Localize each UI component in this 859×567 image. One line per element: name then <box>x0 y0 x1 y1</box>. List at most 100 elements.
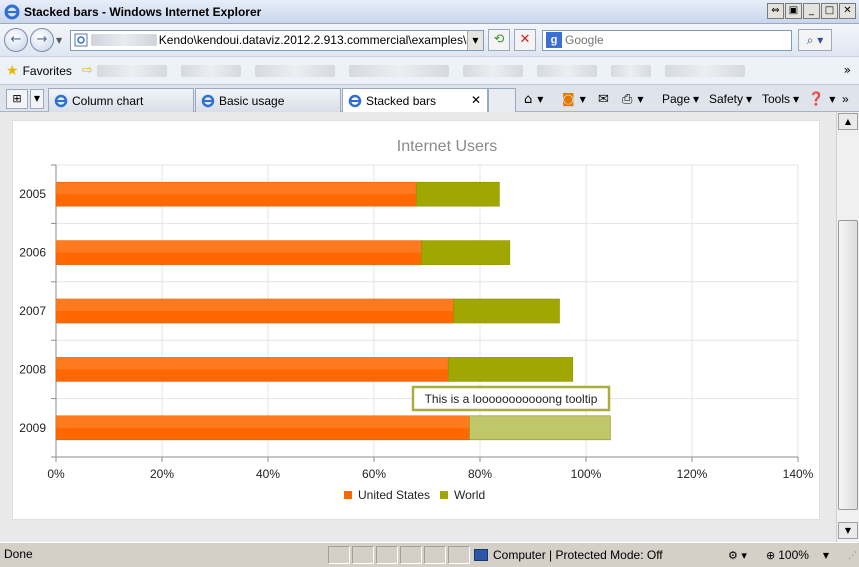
history-dropdown-icon[interactable]: ▼ <box>56 35 63 45</box>
legend-marker <box>440 491 448 499</box>
more-favorites-icon[interactable]: » <box>843 63 851 77</box>
favorites-bar: ★ Favorites ⇨ » <box>0 56 859 84</box>
x-tick-label: 140% <box>783 467 814 481</box>
forward-button[interactable]: → <box>30 28 54 52</box>
favorites-star-icon[interactable]: ★ <box>6 62 19 79</box>
bar-world <box>421 240 511 265</box>
feeds-button[interactable]: ◙ ▼ <box>562 90 586 108</box>
zoom-icon: ⊕ <box>766 548 776 562</box>
tab-list-dropdown-icon[interactable]: ▼ <box>30 89 44 109</box>
refresh-button[interactable]: ⟲ <box>488 29 510 51</box>
x-tick-label: 60% <box>362 467 386 481</box>
computer-icon <box>474 549 488 561</box>
bar-united-states <box>55 298 454 324</box>
help-button[interactable]: ❓ ▼ <box>808 90 835 108</box>
favorite-link[interactable] <box>610 64 651 77</box>
status-cell <box>352 546 374 564</box>
lock-icon: ⚙ ▾ <box>728 548 747 562</box>
chevron-down-icon: ▼ <box>637 94 644 104</box>
home-button[interactable]: ⌂ ▼ <box>524 90 543 108</box>
x-tick-label: 0% <box>47 467 65 481</box>
ie-logo-icon <box>4 4 20 19</box>
add-favorite-icon[interactable]: ⇨ <box>81 63 93 78</box>
more-commands-icon[interactable]: » <box>842 92 849 106</box>
title-bar: Stacked bars - Windows Internet Explorer… <box>0 0 859 24</box>
favorite-link[interactable] <box>180 64 241 77</box>
tab-basic-usage[interactable]: Basic usage <box>195 88 341 112</box>
close-tab-icon[interactable]: ✕ <box>470 93 481 107</box>
category-label: 2006 <box>19 246 46 260</box>
status-bar: Done Computer | Protected Mode: Off ⚙ ▾ … <box>0 542 859 567</box>
bar-united-states <box>55 415 470 441</box>
scroll-thumb[interactable] <box>838 220 858 510</box>
safety-menu[interactable]: Safety ▼ <box>709 90 752 108</box>
stop-button[interactable]: ✕ <box>514 29 536 51</box>
favorite-link[interactable] <box>536 64 597 77</box>
x-tick-label: 80% <box>468 467 492 481</box>
close-button[interactable]: ✕ <box>839 3 856 19</box>
chart-title: Internet Users <box>397 138 497 155</box>
rss-icon: ◙ <box>562 91 575 107</box>
bar-highlight <box>56 357 449 370</box>
bar-united-states <box>55 181 417 207</box>
chart-tooltip <box>411 385 611 412</box>
mail-icon: ✉ <box>598 91 609 107</box>
chevron-down-icon: ▼ <box>746 94 753 104</box>
scroll-up-icon[interactable]: ▲ <box>838 113 858 130</box>
stacked-bar-chart: Internet Users 0% 20% 40% 60% 80% 100% 120% 140%… <box>19 138 814 502</box>
tab-label: Column chart <box>72 93 144 108</box>
page-content: Internet Users 0% 20% 40% 60% 80% 100% 120% 140%… <box>0 112 836 542</box>
favorite-link[interactable] <box>348 64 449 77</box>
mail-button[interactable]: ✉ <box>598 90 611 108</box>
favorites-button[interactable]: Favorites <box>22 63 72 78</box>
scroll-down-icon[interactable]: ▼ <box>838 522 858 539</box>
tools-menu[interactable]: Tools ▼ <box>762 90 799 108</box>
new-tab-button[interactable] <box>488 88 516 112</box>
address-bar: ← → ▼ Kendo\kendoui.dataviz.2012.2.913.c… <box>0 24 859 56</box>
chevron-down-icon: ▼ <box>793 94 800 104</box>
security-zone[interactable]: Computer | Protected Mode: Off <box>474 546 663 564</box>
url-redacted <box>91 34 157 46</box>
back-button[interactable]: ← <box>4 28 28 52</box>
tab-stacked-bars[interactable]: Stacked bars ✕ <box>342 88 488 113</box>
status-cell <box>400 546 422 564</box>
compat-icon[interactable]: ⇔ <box>767 3 784 19</box>
url-input[interactable]: Kendo\kendoui.dataviz.2012.2.913.commerc… <box>70 29 484 51</box>
chart-panel: Internet Users 0% 20% 40% 60% 80% 100% 120% 140%… <box>12 120 820 520</box>
minimize-button[interactable]: _ <box>803 3 820 19</box>
favorite-link[interactable] <box>254 64 335 77</box>
chevron-down-icon: ▼ <box>537 94 544 104</box>
tab-column-chart[interactable]: Column chart <box>48 88 194 112</box>
zoom-button[interactable]: ⊕ 100% ▼ <box>766 546 829 564</box>
vertical-scrollbar[interactable]: ▲ ▼ <box>836 112 859 542</box>
print-button[interactable]: ⎙ ▼ <box>622 90 644 108</box>
favorite-link[interactable] <box>462 64 523 77</box>
restore-tab-icon[interactable]: ▣ <box>785 3 802 19</box>
page-menu-label: Page <box>662 92 691 106</box>
url-text: Kendo\kendoui.dataviz.2012.2.913.commerc… <box>158 33 483 47</box>
tab-label: Basic usage <box>219 93 285 108</box>
legend-item: World <box>454 488 485 502</box>
maximize-button[interactable]: □ <box>821 3 838 19</box>
favorite-link[interactable] <box>664 64 745 77</box>
category-label: 2007 <box>19 304 46 318</box>
bar-world <box>415 181 500 207</box>
tab-bar: ⊞ ▼ Column chart Basic usage Stacked bar… <box>0 84 859 113</box>
quick-tabs-icon[interactable]: ⊞ <box>6 89 28 109</box>
search-input[interactable]: g Google <box>542 29 792 51</box>
favorite-link[interactable] <box>96 64 167 77</box>
window-title: Stacked bars - Windows Internet Explorer <box>24 4 262 19</box>
url-dropdown-icon[interactable]: ▼ <box>467 30 483 50</box>
bar-highlight <box>56 182 417 195</box>
page-menu[interactable]: Page ▼ <box>662 90 699 108</box>
search-button[interactable]: ⌕ ▾ <box>798 29 832 51</box>
resize-grip-icon[interactable]: ⋰ <box>848 551 857 561</box>
legend-marker <box>344 491 352 499</box>
zone-text: Computer | Protected Mode: Off <box>493 548 663 562</box>
home-icon: ⌂ <box>524 91 533 107</box>
protected-mode-button[interactable]: ⚙ ▾ <box>728 546 747 564</box>
category-label: 2009 <box>19 421 46 435</box>
bar-highlight <box>56 415 470 428</box>
tab-label: Stacked bars <box>366 94 437 108</box>
ie-page-icon <box>348 94 362 108</box>
